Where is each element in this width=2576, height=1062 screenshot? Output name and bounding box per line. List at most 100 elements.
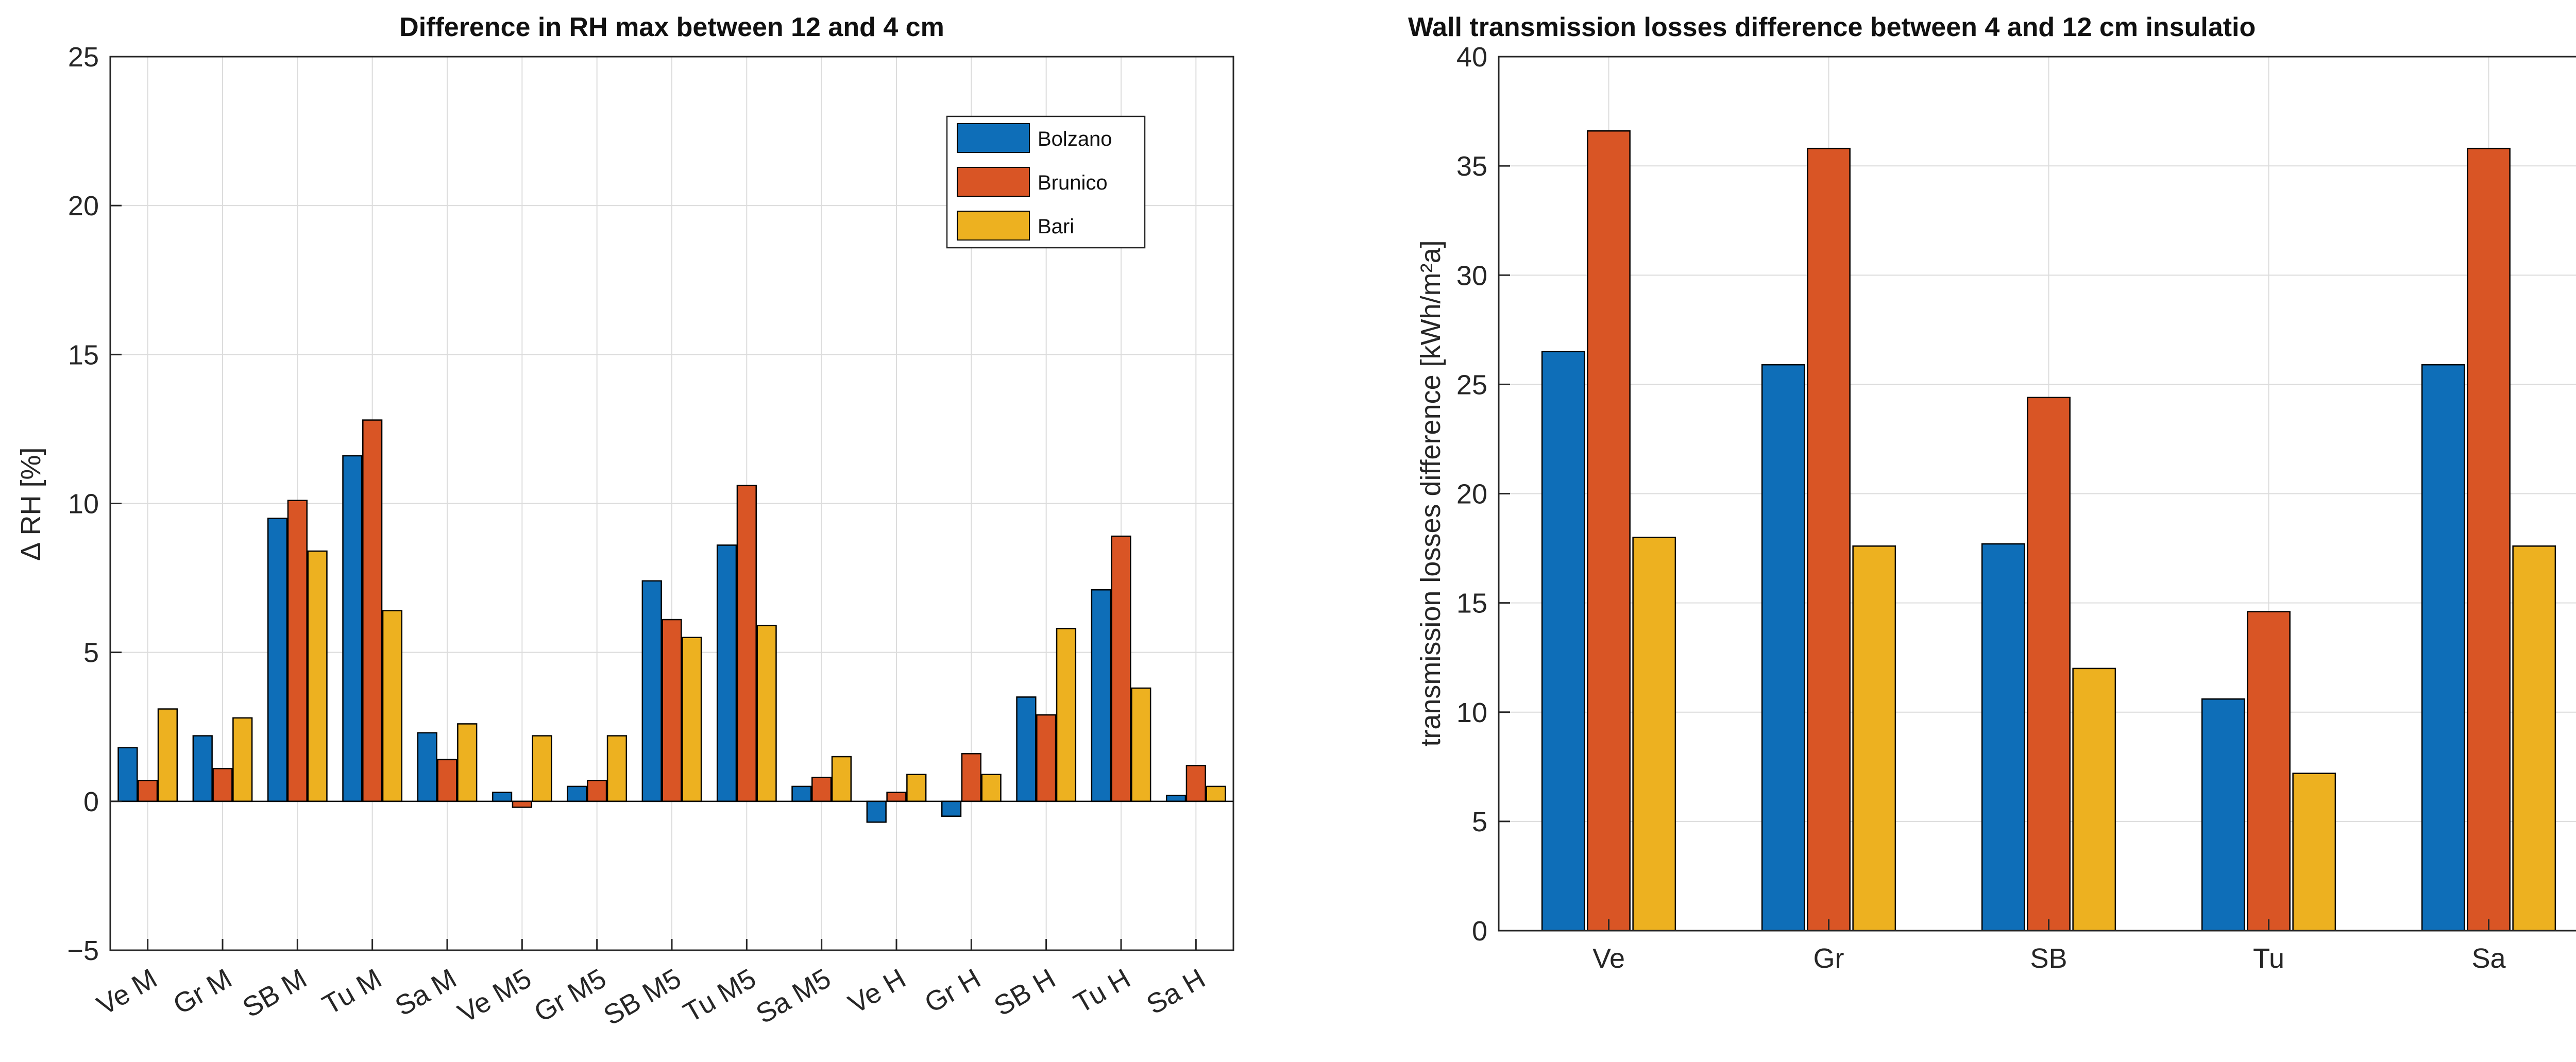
bar-bolzano-gr [1761, 364, 1805, 932]
rh-difference-chart: Difference in RH max between 12 and 4 cm… [15, 12, 1234, 1031]
chart0-bars [117, 419, 1226, 823]
y-tick-label: 5 [83, 638, 99, 669]
bar-bari-tu-m [382, 610, 403, 802]
bar-brunico-gr-m5 [587, 780, 607, 802]
y-tick-label: 0 [1472, 916, 1487, 947]
legend-swatch-brunico [957, 167, 1030, 197]
bar-bari-sb-m5 [682, 637, 702, 802]
bar-bolzano-sb-m5 [641, 580, 662, 802]
bar-bari-sa-m5 [831, 756, 852, 802]
x-tick-label-gr-m5: Gr M5 [529, 963, 612, 1028]
bar-bolzano-sa-h [1165, 795, 1187, 802]
bar-bolzano-sa-m5 [791, 785, 812, 802]
x-tick-label-tu-m5: Tu M5 [679, 963, 761, 1028]
bar-brunico-sb-m [287, 500, 308, 802]
bar-bari-ve-h [906, 774, 927, 802]
x-tick-label-tu-m: Tu M [317, 963, 387, 1020]
chart0-y-tick-labels: −5 0 5 10 15 20 25 [67, 42, 99, 966]
legend-label-bari: Bari [1038, 215, 1074, 238]
bar-bari-ve [1632, 537, 1676, 932]
bar-bolzano-sa-m [417, 732, 437, 802]
bar-brunico-sa-m [437, 759, 457, 802]
bar-bari-tu-m5 [756, 625, 777, 802]
y-tick-label: 25 [1456, 369, 1487, 400]
bar-bolzano-tu-m5 [716, 544, 737, 802]
bar-bolzano-gr-m [192, 735, 213, 802]
bar-bolzano-ve-m [117, 747, 138, 802]
bar-brunico-tu-h [1111, 535, 1131, 802]
x-tick-label-sb-h: SB H [989, 963, 1061, 1022]
x-tick-label-sa-h: Sa H [1141, 963, 1210, 1020]
y-tick-label: 25 [68, 42, 99, 73]
chart1-tick-marks [1499, 56, 2489, 932]
bar-brunico-sb-h [1036, 714, 1057, 802]
y-tick-label: 10 [68, 489, 99, 520]
legend-label-brunico: Brunico [1038, 172, 1108, 194]
bar-brunico-sb [2027, 397, 2071, 932]
x-tick-label-ve: Ve [1592, 943, 1625, 974]
bar-brunico-sa-m5 [811, 777, 832, 802]
chart0-legend: Bolzano Brunico Bari [946, 115, 1146, 249]
x-tick-label-gr: Gr [1814, 943, 1844, 974]
x-tick-label-tu-h: Tu H [1069, 963, 1136, 1019]
x-tick-label-ve-h: Ve H [843, 963, 911, 1020]
bar-bolzano-sa [2421, 364, 2465, 932]
transmission-losses-chart: Wall transmission losses difference betw… [1408, 12, 2576, 974]
legend-swatch-bolzano [957, 123, 1030, 153]
chart1-bars [1541, 130, 2556, 932]
bar-brunico-ve-m5 [512, 800, 532, 808]
y-tick-label: 20 [68, 191, 99, 221]
bar-bari-gr-m5 [606, 735, 628, 802]
bar-bari-gr [1852, 545, 1896, 932]
chart0-title: Difference in RH max between 12 and 4 cm [399, 12, 944, 42]
y-tick-label: 0 [83, 786, 99, 817]
bar-bari-sb-m [307, 550, 328, 802]
bar-bolzano-ve-m5 [492, 792, 513, 802]
y-tick-label: 15 [1456, 588, 1487, 619]
bar-bari-gr-m [232, 717, 253, 802]
bar-brunico-ve [1587, 130, 1631, 932]
x-tick-label-sb-m5: SB M5 [599, 963, 686, 1031]
bar-brunico-tu-m5 [736, 485, 757, 802]
y-tick-label: 20 [1456, 479, 1487, 510]
chart1-title: Wall transmission losses difference betw… [1408, 12, 2256, 42]
bar-bari-sa [2512, 545, 2556, 932]
bar-bari-gr-h [981, 774, 1002, 802]
bar-bolzano-tu-m [342, 455, 363, 802]
x-tick-label-ve-m: Ve M [92, 963, 162, 1021]
bar-bari-tu-h [1131, 687, 1151, 802]
bar-bolzano-ve-h [866, 800, 887, 823]
bar-brunico-sb-m5 [662, 619, 682, 802]
bar-bolzano-ve [1541, 351, 1585, 932]
y-tick-label: 15 [68, 339, 99, 370]
x-tick-label-gr-h: Gr H [920, 963, 986, 1019]
chart1-y-tick-labels: 0 5 10 15 20 25 30 35 40 [1456, 42, 1487, 947]
y-tick-label: −5 [67, 935, 99, 966]
x-tick-label-sa-m: Sa M [390, 963, 462, 1022]
x-tick-label-ve-m5: Ve M5 [453, 963, 537, 1029]
bar-bari-sb [2072, 667, 2116, 932]
chart0-tick-marks [110, 56, 1197, 951]
bar-bari-sa-h [1206, 785, 1226, 802]
bar-brunico-ve-m [138, 780, 158, 802]
bar-bari-ve-m [157, 708, 178, 802]
x-tick-label-sa: Sa [2471, 943, 2506, 974]
x-tick-label-gr-m: Gr M [168, 963, 237, 1020]
y-tick-label: 40 [1456, 42, 1487, 73]
bar-bolzano-sb-h [1016, 696, 1037, 802]
bar-brunico-gr [1807, 147, 1851, 932]
bar-bolzano-tu-h [1091, 589, 1111, 802]
y-tick-label: 35 [1456, 151, 1487, 182]
y-tick-label: 10 [1456, 697, 1487, 728]
x-tick-label-sb-m: SB M [238, 963, 312, 1023]
bar-bari-ve-m5 [532, 735, 552, 802]
legend-label-bolzano: Bolzano [1038, 128, 1112, 150]
bar-bolzano-sb [1981, 543, 2025, 932]
bar-bolzano-gr-h [941, 800, 962, 817]
bar-bolzano-tu [2201, 698, 2245, 932]
bar-bari-tu [2292, 773, 2336, 932]
bar-brunico-gr-h [961, 753, 981, 802]
bar-brunico-tu-m [362, 419, 383, 802]
